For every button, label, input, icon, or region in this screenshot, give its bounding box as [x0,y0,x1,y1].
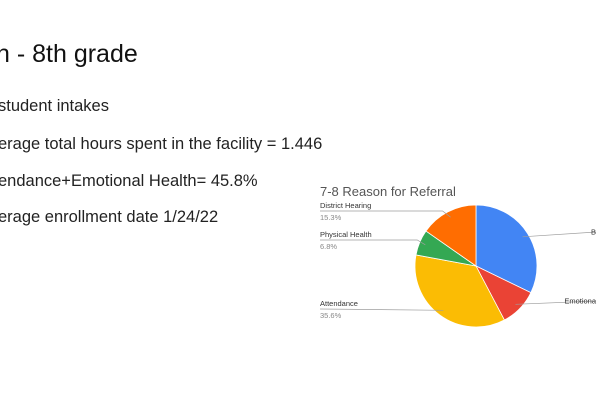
slice-percent-label: 15.3% [320,213,342,222]
slice-label: District Hearing [320,201,371,210]
slice-label: Physical Health [320,230,372,239]
slide-title: h - 8th grade [0,40,138,68]
pie-slice-b [475,204,538,294]
callout-line [320,210,451,218]
callout-line [522,231,597,238]
slice-label: B [591,228,596,237]
slice-label: Emotiona [564,297,597,306]
callout-line [320,239,426,246]
bullet-attendance-emotional: endance+Emotional Health= 45.8% [0,172,258,190]
pie-slice-attendance [414,254,505,328]
callout-line [319,308,444,311]
slice-percent-label: 35.6% [320,311,342,320]
pie-slice-district-hearing [425,204,477,267]
bullet-hours: erage total hours spent in the facility … [0,135,323,153]
bullet-intakes: student intakes [0,97,109,115]
pie-slices [414,204,538,328]
slice-percent-label: 6.8% [320,242,337,251]
slice-label: Attendance [320,299,358,308]
pie-labels: B Emotiona Attendance 35.6% Physical Health 6… [319,201,597,320]
bullet-enrollment-date: erage enrollment date 1/24/22 [0,208,219,226]
chart-title: 7-8 Reason for Referral [320,184,456,199]
callout-line [515,300,597,305]
